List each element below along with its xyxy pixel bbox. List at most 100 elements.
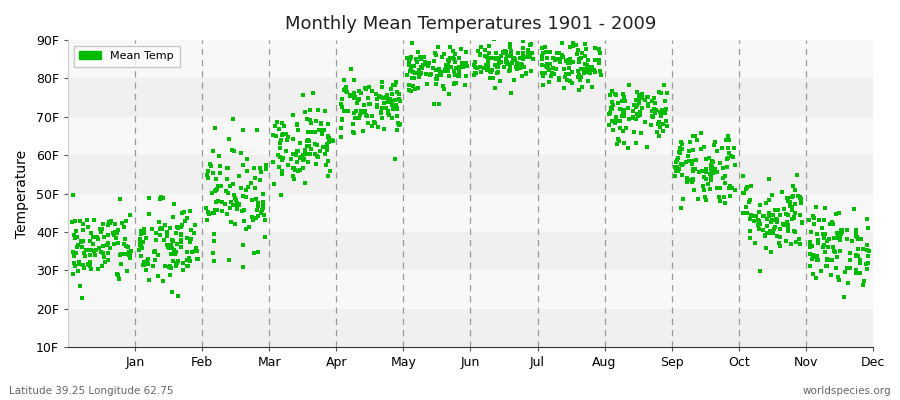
Point <box>702 170 716 177</box>
Point <box>564 80 579 86</box>
Point <box>575 50 590 56</box>
Point <box>672 145 687 152</box>
Point <box>111 272 125 278</box>
Point <box>452 73 466 80</box>
Point <box>359 113 374 119</box>
Point <box>637 97 652 103</box>
Point <box>454 46 468 52</box>
Point <box>176 267 190 274</box>
Point <box>83 258 97 265</box>
Point <box>181 263 195 269</box>
Point <box>780 228 795 234</box>
Point <box>501 68 516 74</box>
Point <box>191 255 205 262</box>
Point <box>716 194 731 200</box>
Point <box>352 88 366 94</box>
Point <box>804 229 818 235</box>
Point <box>256 201 270 207</box>
Point <box>573 55 588 61</box>
Point <box>781 226 796 232</box>
Point <box>525 41 539 47</box>
Point <box>698 144 712 150</box>
Point <box>498 48 512 54</box>
Point <box>509 60 524 67</box>
Point <box>830 230 844 236</box>
Point <box>419 71 434 78</box>
Point <box>286 150 301 157</box>
Point <box>565 68 580 75</box>
Point <box>408 70 422 76</box>
Point <box>137 258 151 265</box>
Point <box>770 216 784 222</box>
Point <box>700 180 715 187</box>
Point <box>710 148 724 154</box>
Point <box>507 55 521 61</box>
Point <box>382 96 397 102</box>
Point <box>794 196 808 203</box>
Point <box>334 133 348 140</box>
Point <box>340 89 355 95</box>
Point <box>160 232 175 239</box>
Point <box>469 70 483 76</box>
Point <box>849 268 863 274</box>
Point <box>386 106 400 112</box>
Point <box>806 215 821 222</box>
Point <box>842 264 857 271</box>
Point <box>816 235 831 242</box>
Point <box>604 104 618 111</box>
Point <box>588 69 602 75</box>
Point <box>651 121 665 128</box>
Point <box>206 210 220 216</box>
Point <box>723 184 737 191</box>
Point <box>548 57 562 64</box>
Point <box>354 110 368 116</box>
Bar <box>68 117 873 155</box>
Point <box>803 262 817 269</box>
Point <box>503 28 517 34</box>
Point <box>544 70 559 76</box>
Point <box>382 108 396 114</box>
Point <box>140 260 155 267</box>
Point <box>439 63 454 70</box>
Point <box>604 106 618 112</box>
Point <box>302 142 316 149</box>
Point <box>352 115 366 121</box>
Point <box>649 107 663 113</box>
Point <box>788 228 802 235</box>
Point <box>136 262 150 268</box>
Point <box>491 31 506 38</box>
Point <box>382 112 396 118</box>
Point <box>818 263 832 269</box>
Point <box>535 70 549 76</box>
Point <box>549 65 563 72</box>
Point <box>838 269 852 275</box>
Point <box>777 206 791 212</box>
Point <box>105 229 120 236</box>
Point <box>850 270 864 276</box>
Point <box>404 65 419 71</box>
Point <box>249 126 264 133</box>
Point <box>102 219 116 225</box>
Point <box>320 143 334 150</box>
Point <box>787 214 801 220</box>
Point <box>546 65 561 71</box>
Point <box>110 230 124 236</box>
Point <box>154 194 168 200</box>
Point <box>470 65 484 71</box>
Point <box>380 94 394 101</box>
Point <box>207 231 221 238</box>
Point <box>723 192 737 199</box>
Point <box>779 195 794 201</box>
Point <box>658 110 672 116</box>
Point <box>302 138 317 144</box>
Point <box>183 208 197 214</box>
Point <box>171 224 185 231</box>
Point <box>83 262 97 269</box>
Point <box>100 232 114 238</box>
Point <box>356 128 370 135</box>
Point <box>781 221 796 228</box>
Point <box>660 90 674 96</box>
Point <box>680 175 694 181</box>
Point <box>859 261 873 268</box>
Point <box>772 243 787 249</box>
